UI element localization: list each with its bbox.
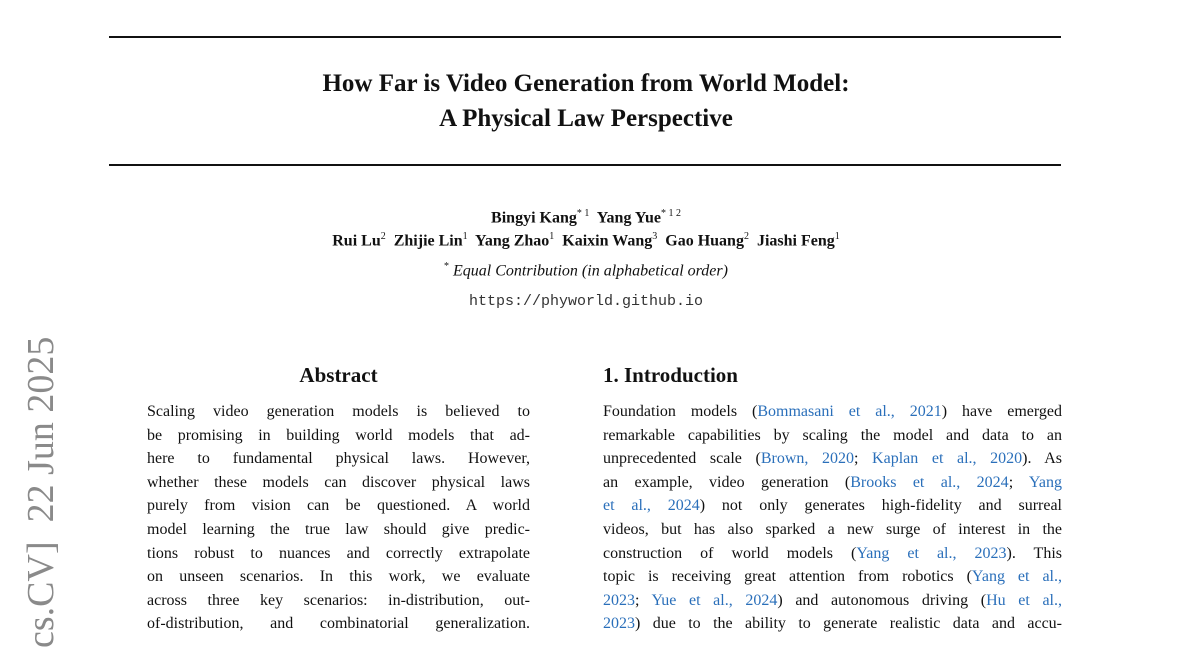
abstract-line: Scaling video generation models is belie… — [147, 403, 530, 420]
text-run: remarkable capabilities by scaling the m… — [603, 426, 1062, 444]
author-name: Bingyi Kang — [491, 209, 577, 227]
author-name: Zhijie Lin — [393, 232, 463, 250]
text-run: videos, but has also sparked a new surge… — [603, 521, 1062, 538]
affiliation: 1 — [834, 231, 840, 242]
abstract-line: tions robust to nuances and correctly ex… — [147, 544, 530, 562]
author-name: Kaixin Wang — [562, 232, 653, 250]
intro-line: et al., 2024) not only generates high-fi… — [603, 497, 1062, 515]
note-mark: * — [444, 261, 450, 272]
text-run: ) have emerged — [941, 403, 1063, 420]
text-run: construction of world models ( — [603, 544, 857, 562]
citation: 2023 — [603, 615, 635, 633]
abstract-line: purely from vision can be questioned. A … — [147, 497, 530, 515]
citation: Yue et al., 2024 — [651, 591, 778, 609]
note-text: Equal Contribution (in alphabetical orde… — [453, 262, 728, 280]
author-name: Yang Zhao — [475, 232, 550, 250]
citation: Brooks et al., 2024 — [850, 473, 1009, 491]
abstract-line: model learning the true law should give … — [147, 521, 530, 538]
intro-line: topic is receiving great attention from … — [603, 568, 1062, 586]
author-name: Jiashi Feng — [756, 232, 835, 250]
abstract-line: be promising in building world models th… — [147, 426, 530, 444]
affiliation: 3 — [652, 231, 658, 242]
text-run: ). This — [1006, 544, 1063, 562]
author-name: Gao Huang — [665, 232, 744, 250]
affiliation: 2 — [380, 231, 386, 242]
abstract-line: of-distribution, and combinatorial gener… — [147, 615, 530, 633]
affiliation: * 1 — [576, 208, 590, 219]
citation: 2023 — [603, 591, 635, 609]
intro-line: unprecedented scale (Brown, 2020; Kaplan… — [603, 450, 1062, 468]
author-name: Rui Lu — [332, 232, 381, 250]
author-name: Yang Yue — [596, 209, 661, 227]
abstract-heading: Abstract — [299, 363, 378, 387]
citation: Hu et al., — [986, 591, 1062, 609]
citation: Yang et al., 2023 — [856, 544, 1007, 562]
affiliation: 1 — [549, 231, 555, 242]
intro-line: remarkable capabilities by scaling the m… — [603, 427, 1062, 445]
abstract-line: on unseen scenarios. In this work, we ev… — [147, 568, 530, 586]
title-line: A Physical Law Perspective — [439, 105, 733, 132]
intro-heading: 1. Introduction — [603, 363, 738, 387]
intro-line: videos, but has also sparked a new surge… — [603, 521, 1062, 539]
affiliation: 1 — [462, 231, 468, 242]
intro-line: construction of world models (Yang et al… — [603, 545, 1062, 563]
intro-line: 2023; Yue et al., 2024) and autonomous d… — [603, 592, 1062, 610]
text-run: an example, video generation ( — [603, 473, 851, 491]
text-run: ) and autonomous driving ( — [777, 591, 987, 609]
contribution-note: * Equal Contribution (in alphabetical or… — [0, 261, 1172, 280]
abstract-line: across three key scenarios: in-distribut… — [147, 591, 530, 609]
text-run: ; — [853, 450, 873, 468]
text-run: Foundation models ( — [603, 403, 758, 420]
title-line: How Far is Video Generation from World M… — [322, 70, 850, 97]
citation: Brown, 2020 — [760, 450, 854, 468]
author-row: Bingyi Kang* 1 Yang Yue* 1 2 — [0, 208, 1172, 227]
citation: Yang — [1028, 473, 1062, 491]
abstract-line: whether these models can discover physic… — [147, 473, 530, 491]
text-run: ; — [635, 591, 652, 609]
text-run: topic is receiving great attention from … — [603, 568, 972, 586]
citation: et al., 2024 — [603, 497, 700, 515]
abstract-line: here to fundamental physical laws. Howev… — [147, 450, 530, 468]
citation: Yang et al., — [971, 568, 1062, 586]
citation: Bommasani et al., 2021 — [757, 403, 942, 420]
intro-line: 2023) due to the ability to generate rea… — [603, 615, 1062, 633]
text-run: ). As — [1022, 450, 1063, 468]
text-run: ; — [1008, 473, 1029, 491]
project-url: https://phyworld.github.io — [468, 293, 704, 310]
citation: Kaplan et al., 2020 — [872, 450, 1023, 468]
arxiv-stamp: cs.CV] 22 Jun 2025 — [20, 336, 62, 648]
author-row: Rui Lu2 Zhijie Lin1 Yang Zhao1 Kaixin Wa… — [0, 231, 1172, 250]
text-run: ) not only generates high-fidelity and s… — [699, 497, 1062, 515]
text-run: unprecedented scale ( — [603, 450, 761, 468]
affiliation: * 1 2 — [660, 208, 681, 219]
affiliation: 2 — [743, 231, 749, 242]
bottom-rule — [109, 164, 1061, 166]
intro-line: Foundation models (Bommasani et al., 202… — [603, 403, 1062, 421]
top-rule — [109, 36, 1061, 38]
text-run: ) due to the ability to generate realist… — [635, 615, 1062, 633]
intro-line: an example, video generation (Brooks et … — [603, 474, 1062, 492]
